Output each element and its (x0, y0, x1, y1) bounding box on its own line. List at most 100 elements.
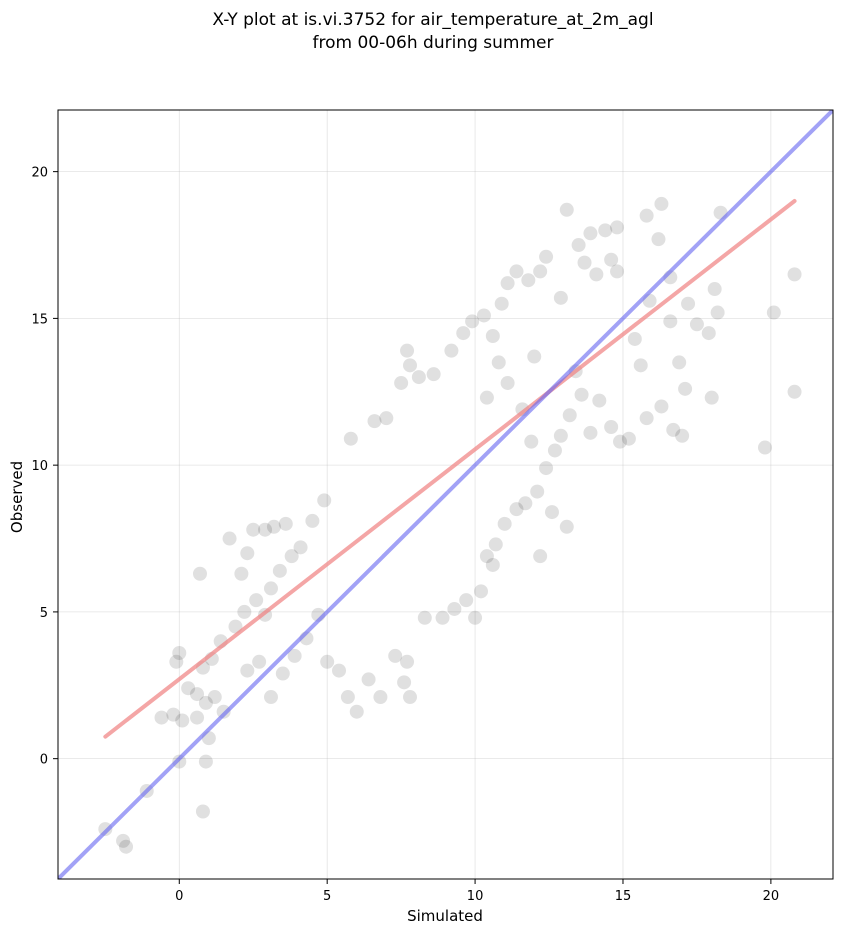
data-point (198, 754, 213, 769)
data-point (400, 654, 415, 669)
data-point (222, 531, 237, 546)
data-point (604, 419, 619, 434)
data-point (435, 610, 450, 625)
data-point (119, 839, 134, 854)
data-point (252, 654, 267, 669)
data-point (672, 355, 687, 370)
data-point (447, 601, 462, 616)
plot-frame (57, 109, 834, 880)
data-point (468, 610, 483, 625)
data-point (403, 358, 418, 373)
data-point (479, 549, 494, 564)
scatter-points (98, 196, 802, 854)
data-point (266, 519, 281, 534)
data-point (757, 440, 772, 455)
data-point (592, 393, 607, 408)
data-point (571, 238, 586, 253)
x-tick-label: 5 (323, 889, 331, 904)
data-point (627, 331, 642, 346)
data-point (169, 654, 184, 669)
data-point (172, 645, 187, 660)
data-point (332, 663, 347, 678)
data-point (388, 648, 403, 663)
data-point (787, 384, 802, 399)
data-point (589, 267, 604, 282)
data-point (228, 619, 243, 634)
data-point (166, 707, 181, 722)
data-point (663, 314, 678, 329)
x-axis-label: Simulated (407, 907, 483, 925)
data-point (373, 690, 388, 705)
data-point (175, 713, 190, 728)
data-point (533, 264, 548, 279)
data-point (190, 687, 205, 702)
data-point (98, 822, 113, 837)
data-point (633, 358, 648, 373)
data-point (583, 226, 598, 241)
data-point (403, 690, 418, 705)
data-point (621, 431, 636, 446)
data-point (426, 367, 441, 382)
chart-title-line-1: X-Y plot at is.vi.3752 for air_temperatu… (212, 10, 653, 30)
data-point (465, 314, 480, 329)
data-point (530, 484, 545, 499)
data-point (559, 519, 574, 534)
data-point (258, 522, 273, 537)
y-tick-label: 0 (40, 753, 48, 768)
grid-lines (58, 110, 833, 879)
data-point (190, 710, 205, 725)
data-point (195, 804, 210, 819)
data-point (553, 428, 568, 443)
data-point (349, 704, 364, 719)
data-point (787, 267, 802, 282)
y-tick-label: 15 (31, 312, 48, 327)
data-point (613, 434, 628, 449)
data-point (681, 296, 696, 311)
data-point (216, 704, 231, 719)
data-point (473, 584, 488, 599)
data-point (116, 833, 131, 848)
data-point (666, 422, 681, 437)
identity-line (58, 110, 833, 879)
data-point (485, 557, 500, 572)
y-axis-ticks: 0 5 10 15 20 (31, 166, 58, 768)
data-point (181, 681, 196, 696)
data-point (400, 343, 415, 358)
data-point (710, 305, 725, 320)
data-point (689, 317, 704, 332)
data-point (272, 563, 287, 578)
data-point (456, 326, 471, 341)
data-point (317, 493, 332, 508)
data-point (675, 428, 690, 443)
data-point (240, 663, 255, 678)
data-point (479, 390, 494, 405)
y-tick-label: 10 (31, 459, 48, 474)
data-point (275, 666, 290, 681)
data-point (287, 648, 302, 663)
data-point (559, 202, 574, 217)
data-point (488, 537, 503, 552)
data-point (172, 754, 187, 769)
data-point (544, 505, 559, 520)
data-point (707, 282, 722, 297)
data-point (198, 695, 213, 710)
data-point (237, 604, 252, 619)
data-point (263, 581, 278, 596)
data-point (207, 690, 222, 705)
data-point (704, 390, 719, 405)
data-point (293, 540, 308, 555)
data-point (509, 502, 524, 517)
data-point (533, 549, 548, 564)
x-axis-ticks: 0 5 10 15 20 (175, 879, 779, 904)
data-point (340, 690, 355, 705)
y-tick-label: 20 (31, 166, 48, 181)
data-point (639, 411, 654, 426)
data-point (379, 411, 394, 426)
x-tick-label: 10 (467, 889, 484, 904)
data-point (367, 414, 382, 429)
data-point (444, 343, 459, 358)
data-point (639, 208, 654, 223)
data-point (491, 355, 506, 370)
